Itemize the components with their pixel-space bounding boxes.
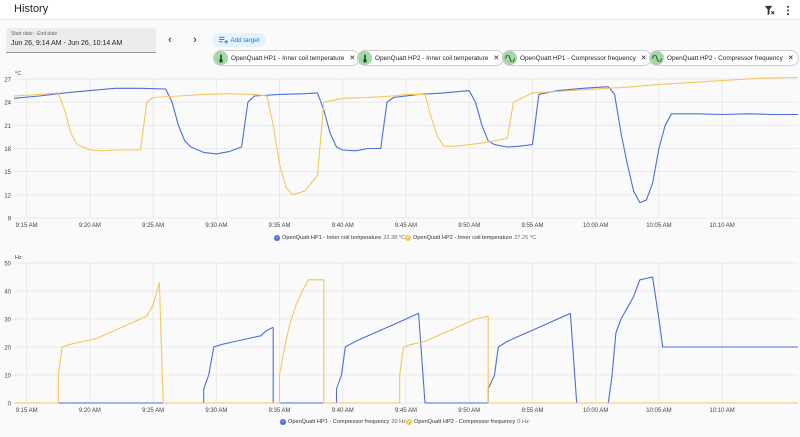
legend-label: OpenQuatt HP2 - Compressor frequency	[414, 419, 516, 425]
chip-label: OpenQuatt HP2 - Compressor frequency	[667, 54, 783, 62]
x-tick-label: 9:40 AM	[332, 408, 354, 414]
x-tick-label: 9:25 AM	[142, 223, 164, 229]
legend-checkbox-icon: ✓	[406, 419, 412, 425]
page-title: History	[14, 3, 49, 15]
x-tick-label: 9:15 AM	[16, 408, 38, 414]
series-line-hp1[interactable]	[13, 86, 798, 204]
close-icon[interactable]: ✕	[787, 55, 794, 62]
y-tick-label: 50	[4, 262, 11, 268]
series-line-hp2[interactable]	[13, 76, 799, 196]
y-tick-label: 21	[4, 124, 11, 130]
previous-period-button[interactable]: ‹	[168, 34, 172, 46]
y-unit-label: Hz	[15, 255, 22, 261]
inner-coil-temperature-chart: 9 12 15 18 21 24 27 °C 9:15 AM 9:20 AM 9:25 AM 9:30…	[4, 71, 799, 229]
more-vert-icon[interactable]	[780, 2, 796, 18]
x-tick-label: 9:50 AM	[458, 223, 480, 229]
legend-value: 20 Hz	[391, 419, 406, 425]
date-range-picker[interactable]: Start date - End date Jun 26, 9:14 AM - …	[6, 28, 156, 53]
legend-hp1-temperature[interactable]: ✓ OpenQuatt HP1 - Inner coil temperature…	[274, 235, 405, 241]
x-tick-label: 9:25 AM	[142, 408, 164, 414]
legend-hp2-temperature[interactable]: ✓ OpenQuatt HP2 - Inner coil temperature…	[405, 235, 536, 241]
y-tick-label: 20	[4, 346, 11, 352]
y-tick-label: 9	[8, 217, 12, 223]
chip-hp1-compressor-frequency[interactable]: OpenQuatt HP1 - Compressor frequency ✕	[502, 50, 652, 66]
x-tick-label: 9:45 AM	[395, 408, 417, 414]
sine-wave-icon	[503, 51, 517, 65]
close-icon[interactable]: ✕	[493, 55, 500, 62]
sine-wave-icon	[650, 51, 664, 65]
x-tick-label: 10:00 AM	[583, 223, 608, 229]
y-tick-label: 24	[4, 101, 11, 107]
next-period-button[interactable]: ›	[193, 34, 197, 46]
legend-label: OpenQuatt HP2 - Inner coil temperature	[413, 235, 513, 241]
x-tick-label: 9:40 AM	[332, 223, 354, 229]
y-tick-label: 12	[4, 193, 11, 199]
x-tick-label: 9:50 AM	[458, 408, 480, 414]
thermometer-icon	[214, 51, 228, 65]
close-icon[interactable]: ✕	[640, 55, 647, 62]
thermometer-icon	[358, 51, 372, 65]
y-tick-label: 40	[4, 290, 11, 296]
x-tick-label: 9:55 AM	[521, 408, 543, 414]
legend-label: OpenQuatt HP1 - Compressor frequency	[288, 419, 390, 425]
filter-remove-icon[interactable]	[761, 2, 777, 18]
legend-value: 22.38 °C	[383, 235, 406, 241]
y-tick-label: 30	[4, 318, 11, 324]
add-target-button[interactable]: Add target	[213, 33, 266, 47]
compressor-frequency-chart: 0 10 20 30 40 50 Hz 9:15 AM 9:20 AM 9:25 AM 9:30 A…	[4, 255, 798, 414]
legend-value: 27.25 °C	[514, 235, 537, 241]
x-tick-label: 10:10 AM	[709, 408, 734, 414]
y-tick-label: 27	[4, 78, 11, 84]
chip-label: OpenQuatt HP2 - Inner coil temperature	[375, 54, 489, 62]
chip-hp2-inner-coil-temperature[interactable]: OpenQuatt HP2 - Inner coil temperature ✕	[357, 50, 505, 66]
x-tick-label: 9:30 AM	[205, 408, 227, 414]
legend-value: 0 Hz	[517, 419, 529, 425]
x-tick-label: 9:20 AM	[79, 408, 101, 414]
legend-hp1-frequency[interactable]: ✓ OpenQuatt HP1 - Compressor frequency 2…	[280, 419, 406, 425]
date-range-value: Jun 26, 9:14 AM - Jun 26, 10:14 AM	[11, 40, 123, 47]
x-tick-label: 9:20 AM	[79, 223, 101, 229]
y-tick-label: 18	[4, 147, 11, 153]
y-unit-label: °C	[15, 71, 21, 77]
chip-label: OpenQuatt HP1 - Inner coil temperature	[231, 54, 345, 62]
close-icon[interactable]: ✕	[349, 55, 356, 62]
chip-label: OpenQuatt HP1 - Compressor frequency	[520, 54, 636, 62]
app-header: History	[0, 0, 800, 20]
legend-hp2-frequency[interactable]: ✓ OpenQuatt HP2 - Compressor frequency 0…	[406, 419, 529, 425]
y-tick-label: 10	[4, 374, 11, 380]
x-tick-label: 10:00 AM	[583, 408, 608, 414]
x-tick-label: 10:05 AM	[646, 408, 671, 414]
series-line-hp2[interactable]	[14, 279, 798, 404]
x-tick-label: 9:30 AM	[205, 223, 227, 229]
chip-hp1-inner-coil-temperature[interactable]: OpenQuatt HP1 - Inner coil temperature ✕	[213, 50, 361, 66]
x-tick-label: 10:10 AM	[709, 223, 734, 229]
date-range-label: Start date - End date	[11, 31, 58, 37]
x-tick-label: 9:35 AM	[269, 408, 291, 414]
y-tick-label: 15	[4, 170, 11, 176]
add-target-label: Add target	[230, 36, 260, 44]
add-target-icon	[219, 36, 229, 44]
y-tick-label: 0	[8, 402, 12, 408]
legend-label: OpenQuatt HP1 - Inner coil temperature	[282, 235, 382, 241]
x-tick-label: 9:15 AM	[16, 223, 38, 229]
x-tick-label: 9:35 AM	[269, 223, 291, 229]
x-tick-label: 10:05 AM	[646, 223, 671, 229]
legend-checkbox-icon: ✓	[405, 235, 411, 241]
x-tick-label: 9:45 AM	[395, 223, 417, 229]
legend-checkbox-icon: ✓	[280, 419, 286, 425]
legend-checkbox-icon: ✓	[274, 235, 280, 241]
x-tick-label: 9:55 AM	[521, 223, 543, 229]
chip-hp2-compressor-frequency[interactable]: OpenQuatt HP2 - Compressor frequency ✕	[649, 50, 799, 66]
